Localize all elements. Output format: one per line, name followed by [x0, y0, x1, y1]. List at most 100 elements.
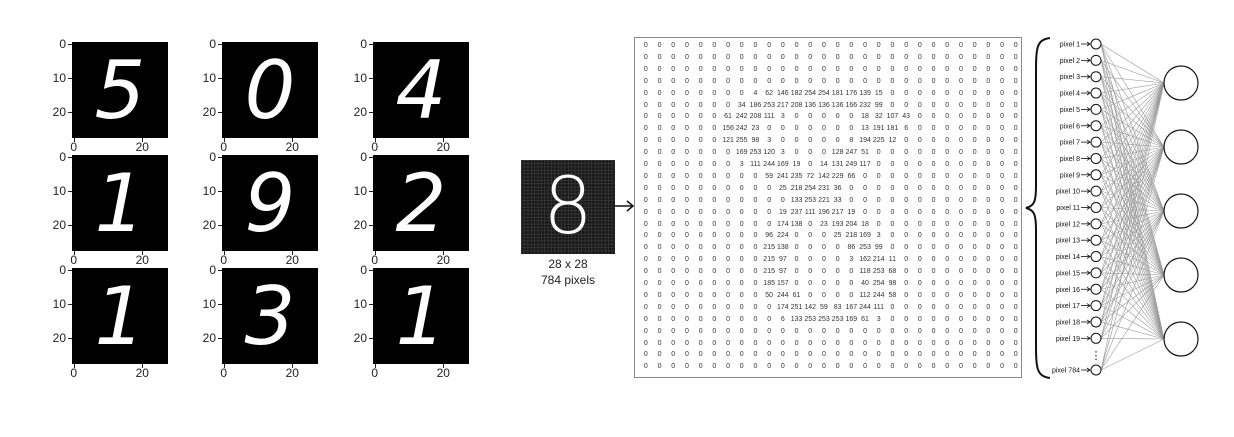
matrix-cell: 0: [712, 208, 717, 216]
connection-line: [1100, 82, 1165, 306]
matrix-cell: 51: [861, 149, 869, 157]
matrix-cell: 0: [835, 244, 840, 252]
matrix-cell: 0: [726, 149, 730, 157]
matrix-cell: 0: [849, 327, 854, 335]
matrix-cell: 0: [698, 65, 703, 73]
matrix-cell: 19: [792, 161, 801, 168]
matrix-cell: 0: [917, 220, 922, 228]
matrix-cell: 0: [753, 303, 758, 311]
matrix-cell: 0: [945, 291, 950, 299]
matrix-cell: 0: [739, 220, 744, 228]
matrix-cell: 0: [890, 244, 895, 252]
matrix-cell: 50: [765, 291, 774, 299]
connection-line: [1100, 109, 1165, 148]
input-arrowhead: [1086, 41, 1091, 47]
matrix-cell: 0: [904, 268, 909, 276]
matrix-cell: 32: [874, 113, 883, 121]
matrix-cell: 19: [778, 208, 787, 216]
matrix-cell: 0: [753, 42, 758, 49]
matrix-cell: 0: [684, 232, 689, 240]
y-tick-mark: [369, 191, 373, 192]
matrix-cell: 0: [821, 149, 826, 157]
matrix-cell: 0: [890, 327, 895, 335]
matrix-cell: 0: [986, 232, 991, 240]
matrix-cell: 0: [726, 161, 730, 168]
matrix-cell: 0: [712, 196, 717, 204]
matrix-cell: 0: [1000, 256, 1004, 264]
input-arrowhead: [1086, 319, 1091, 325]
matrix-cell: 0: [958, 196, 963, 204]
matrix-cell: 0: [808, 65, 813, 73]
x-tick-label: 20: [285, 366, 299, 380]
matrix-cell: 0: [890, 184, 895, 192]
input-pixel-label: pixel 11: [1056, 205, 1080, 212]
matrix-cell: 0: [739, 184, 744, 192]
pixel-grid-overlay: [521, 160, 615, 254]
matrix-cell: 0: [958, 65, 963, 73]
matrix-cell: 181: [831, 89, 844, 97]
x-tick-label: 0: [220, 253, 228, 267]
y-tick-mark: [68, 338, 72, 340]
matrix-cell: 0: [1000, 113, 1004, 121]
matrix-cell: 0: [684, 244, 689, 252]
matrix-cell: 0: [657, 113, 662, 121]
matrix-cell: 0: [835, 327, 840, 335]
matrix-cell: 0: [890, 232, 895, 240]
matrix-cell: 112: [859, 291, 871, 299]
connection-line: [1100, 60, 1165, 148]
matrix-cell: 0: [698, 89, 703, 97]
matrix-cell: 0: [643, 280, 648, 287]
matrix-cell: 254: [804, 89, 817, 97]
matrix-cell: 0: [958, 303, 963, 311]
digit-image-5: 2: [373, 155, 469, 251]
matrix-cell: 0: [986, 53, 991, 61]
matrix-cell: 0: [712, 125, 717, 133]
matrix-cell: 6: [904, 125, 909, 133]
matrix-cell: 0: [753, 65, 758, 73]
matrix-cell: 0: [863, 351, 867, 359]
matrix-cell: 232: [859, 101, 871, 109]
matrix-cell: 0: [643, 363, 648, 371]
matrix-cell: 0: [684, 161, 689, 168]
x-tick-mark: [142, 364, 144, 368]
matrix-cell: 0: [726, 172, 730, 180]
matrix-cell: 254: [818, 89, 830, 97]
input-arrowhead: [1086, 367, 1091, 373]
matrix-cell: 0: [671, 172, 676, 180]
input-pixel-label: pixel 18: [1056, 319, 1080, 326]
matrix-cell: 0: [712, 244, 717, 252]
matrix-cell: 0: [808, 256, 813, 264]
matrix-cell: 0: [808, 53, 813, 61]
matrix-cell: 0: [794, 149, 799, 157]
matrix-cell: 111: [750, 161, 761, 168]
connection-line: [1100, 82, 1165, 323]
matrix-cell: 98: [888, 280, 897, 287]
matrix-cell: 196: [818, 208, 830, 216]
matrix-cell: 0: [904, 65, 909, 73]
matrix-cell: 204: [845, 220, 858, 228]
x-tick-label: 0: [70, 253, 78, 267]
x-tick-mark: [223, 138, 225, 142]
connection-line: [1100, 92, 1165, 276]
input-arrowhead: [1086, 172, 1091, 178]
matrix-cell: 0: [958, 327, 963, 335]
matrix-cell: 0: [657, 315, 662, 323]
matrix-cell: 40: [861, 280, 869, 287]
matrix-cell: 0: [945, 137, 950, 145]
matrix-cell: 0: [726, 196, 730, 204]
matrix-cell: 0: [917, 244, 922, 252]
matrix-cell: 229: [831, 172, 844, 180]
x-tick-label: 0: [220, 366, 228, 380]
matrix-cell: 0: [917, 232, 922, 240]
matrix-cell: 0: [904, 232, 909, 240]
matrix-cell: 0: [917, 53, 922, 61]
matrix-cell: 0: [931, 101, 936, 109]
matrix-cell: 59: [765, 172, 774, 180]
y-tick-label: 10: [353, 184, 367, 198]
matrix-cell: 36: [833, 184, 842, 192]
y-tick-label: 20: [353, 105, 367, 120]
matrix-cell: 0: [945, 113, 950, 121]
matrix-cell: 0: [917, 77, 922, 85]
matrix-cell: 0: [917, 89, 922, 97]
matrix-cell: 0: [643, 113, 648, 121]
